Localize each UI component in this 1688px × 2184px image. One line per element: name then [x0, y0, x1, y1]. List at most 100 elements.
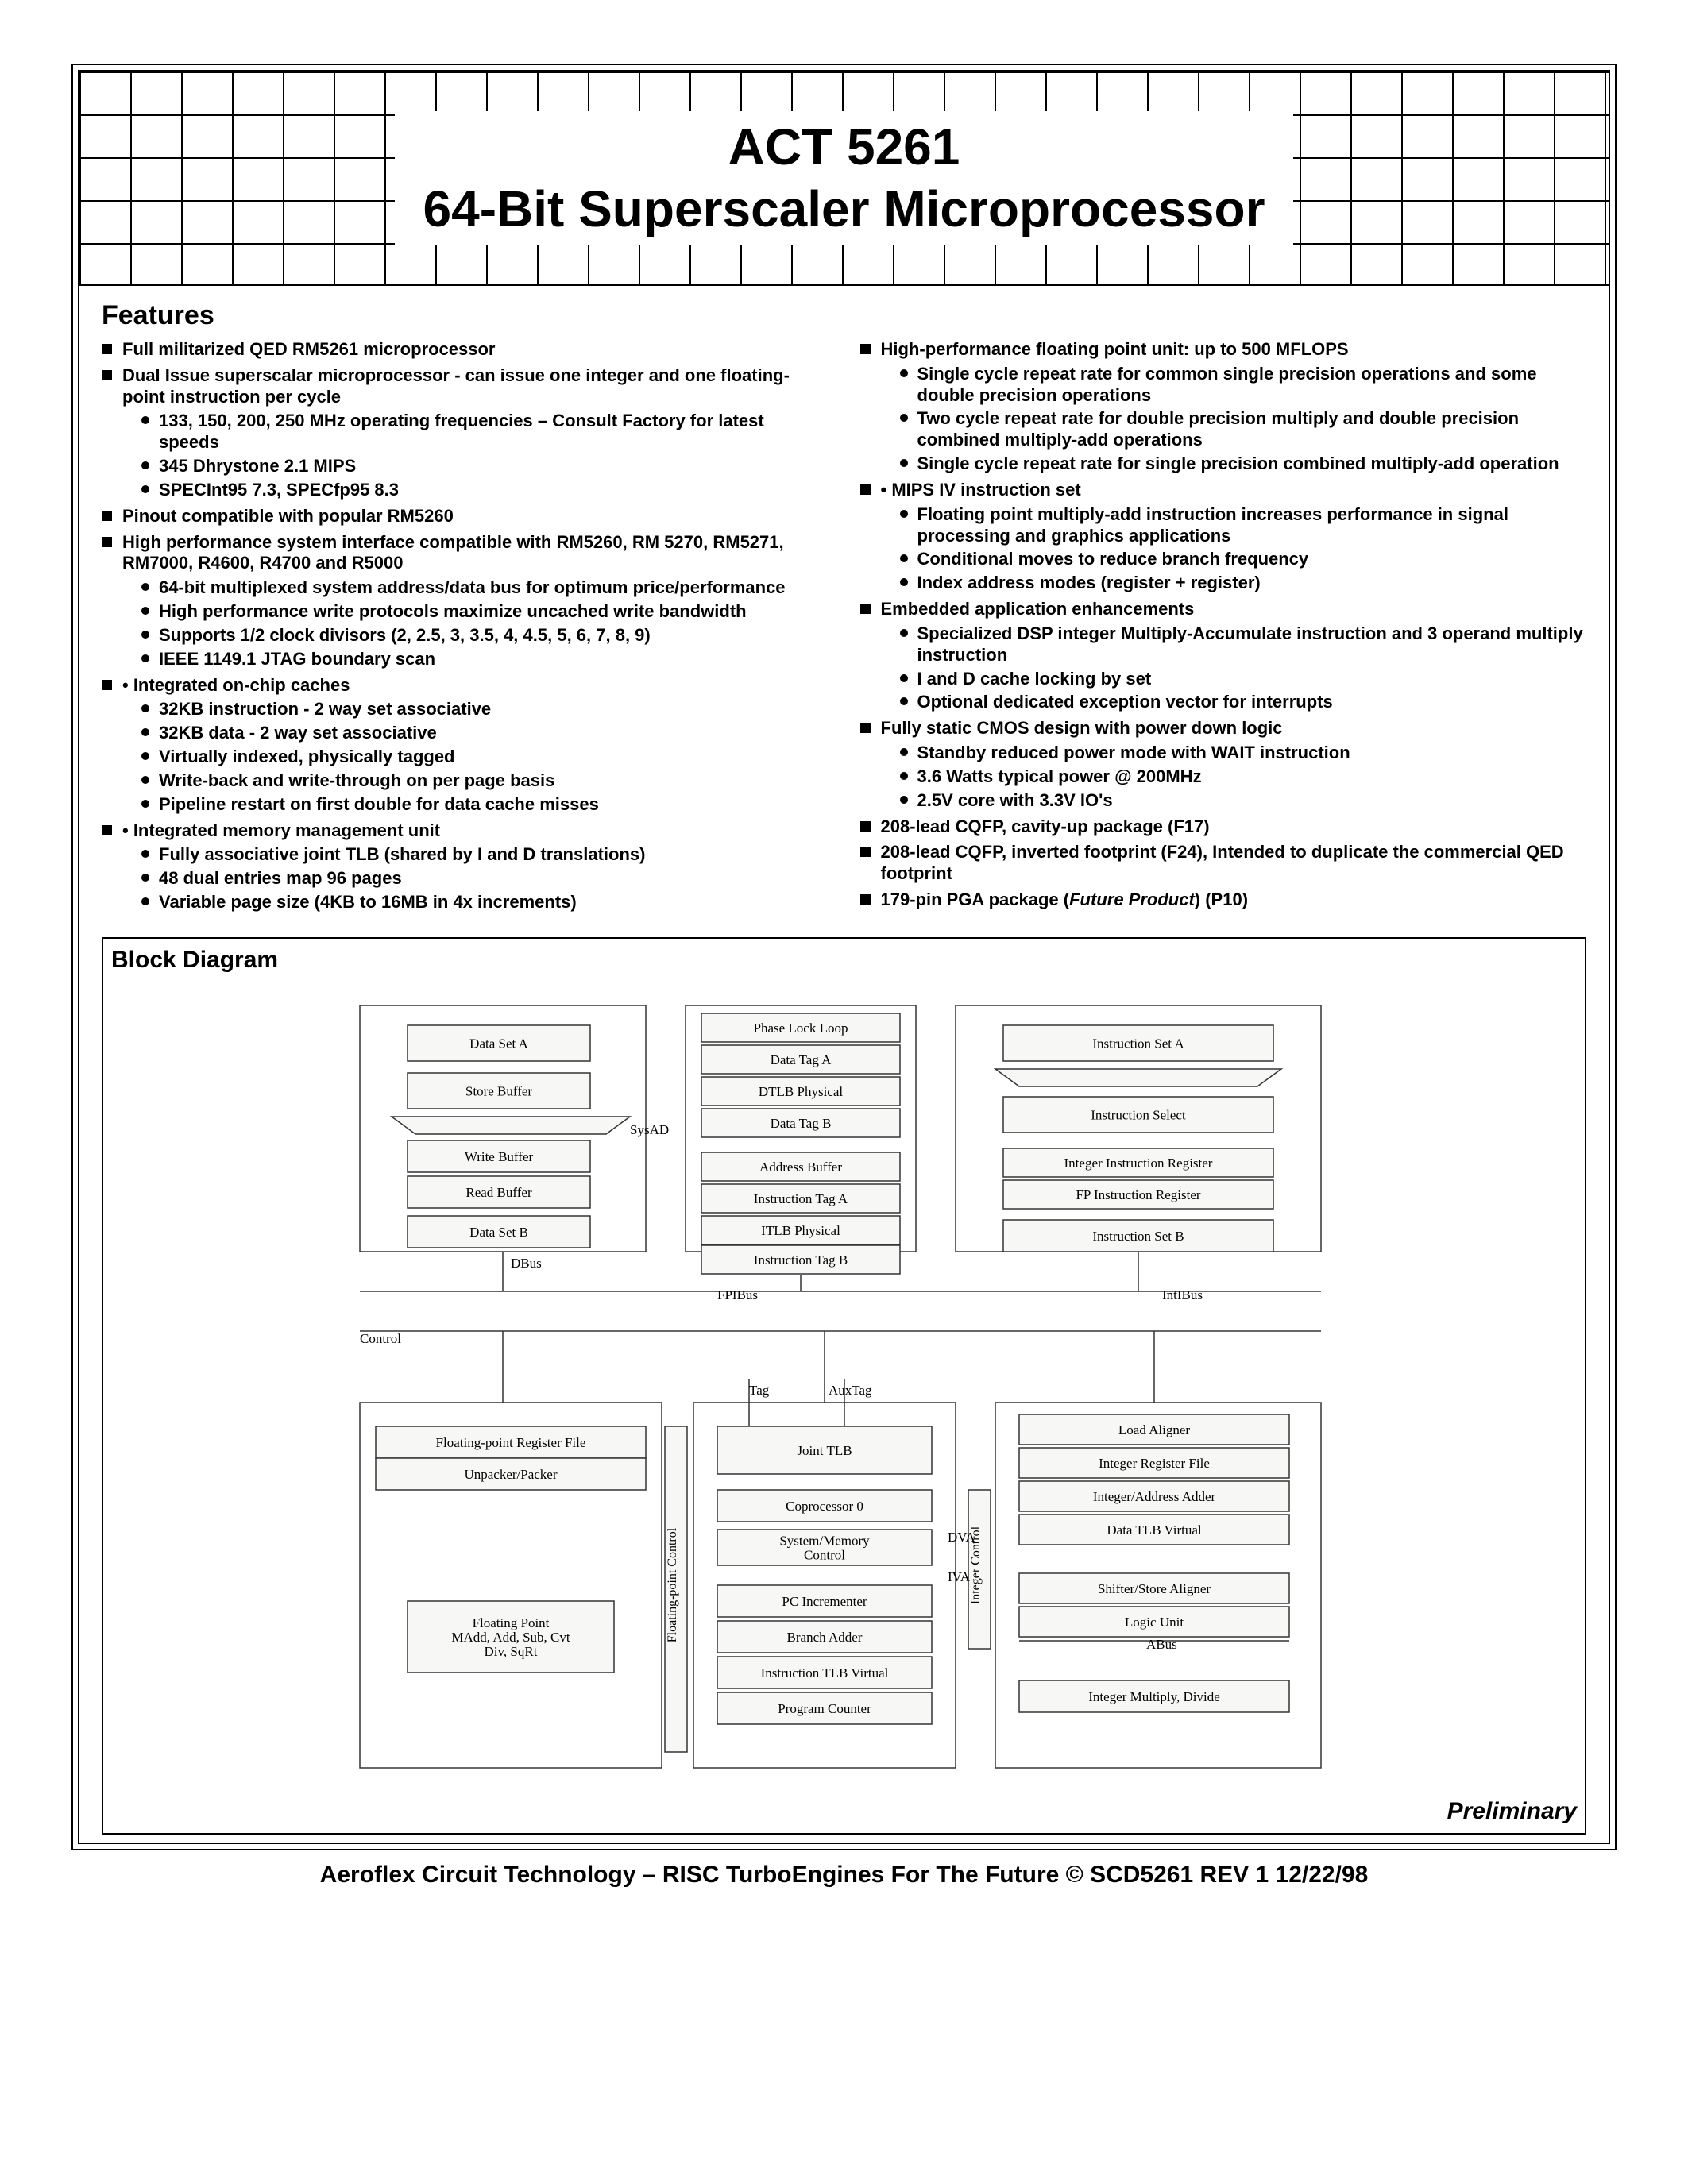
svg-text:AuxTag: AuxTag — [829, 1383, 872, 1398]
feature-subitem: 2.5V core with 3.3V IO's — [900, 790, 1587, 812]
feature-item: Dual Issue superscalar microprocessor - … — [102, 365, 829, 501]
svg-text:Instruction Set A: Instruction Set A — [1092, 1036, 1184, 1051]
features-column-left: Full militarized QED RM5261 microprocess… — [102, 339, 829, 918]
feature-subitem: 32KB instruction - 2 way set associative — [141, 699, 829, 720]
svg-text:Unpacker/Packer: Unpacker/Packer — [464, 1467, 557, 1482]
svg-text:Coprocessor 0: Coprocessor 0 — [786, 1499, 863, 1514]
feature-subitem: Standby reduced power mode with WAIT ins… — [900, 743, 1587, 764]
feature-item: Embedded application enhancementsSpecial… — [860, 599, 1587, 713]
feature-subitem: 32KB data - 2 way set associative — [141, 723, 829, 744]
svg-text:Write Buffer: Write Buffer — [464, 1149, 533, 1164]
feature-subitem: Single cycle repeat rate for common sing… — [900, 364, 1587, 407]
feature-subitem: Two cycle repeat rate for double precisi… — [900, 408, 1587, 451]
svg-text:Control: Control — [360, 1331, 401, 1346]
feature-subitem: Single cycle repeat rate for single prec… — [900, 453, 1587, 475]
svg-text:Instruction TLB Virtual: Instruction TLB Virtual — [760, 1665, 888, 1680]
feature-item: • Integrated on-chip caches32KB instruct… — [102, 675, 829, 816]
feature-subitem: Pipeline restart on first double for dat… — [141, 794, 829, 816]
feature-item: 208-lead CQFP, inverted footprint (F24),… — [860, 842, 1587, 885]
svg-text:Floating-point Control: Floating-point Control — [666, 1527, 679, 1642]
footer-text: eroflex Circuit Technology – RISC TurboE… — [337, 1862, 1368, 1888]
feature-subitem: Specialized DSP integer Multiply-Accumul… — [900, 623, 1587, 666]
feature-subitem: Index address modes (register + register… — [900, 573, 1587, 594]
feature-subitem: Optional dedicated exception vector for … — [900, 692, 1587, 713]
svg-text:SysAD: SysAD — [630, 1122, 669, 1137]
feature-subitem: Floating point multiply-add instruction … — [900, 504, 1587, 547]
svg-text:Div, SqRt: Div, SqRt — [484, 1644, 537, 1659]
svg-text:Data Set B: Data Set B — [469, 1225, 528, 1240]
block-diagram-frame: Block Diagram Data Set A Store Buffer Writ… — [102, 937, 1586, 1835]
feature-subitem: 133, 150, 200, 250 MHz operating frequen… — [141, 411, 829, 453]
feature-subitem: 345 Dhrystone 2.1 MIPS — [141, 456, 829, 477]
svg-text:Data Tag B: Data Tag B — [770, 1116, 831, 1131]
svg-text:Control: Control — [804, 1547, 845, 1562]
svg-text:Floating Point: Floating Point — [472, 1615, 549, 1630]
page-outer-border: ACT 5261 64-Bit Superscaler Microprocess… — [71, 64, 1617, 1850]
svg-text:Address Buffer: Address Buffer — [759, 1160, 841, 1175]
svg-text:Data Set A: Data Set A — [469, 1036, 528, 1051]
svg-text:ABus: ABus — [1146, 1637, 1177, 1652]
block-diagram-section: Block Diagram Data Set A Store Buffer Writ… — [79, 924, 1609, 1843]
title-line-1: ACT 5261 — [423, 118, 1265, 176]
svg-text:DTLB Physical: DTLB Physical — [758, 1084, 843, 1099]
svg-text:Data TLB Virtual: Data TLB Virtual — [1107, 1522, 1201, 1538]
svg-text:Store Buffer: Store Buffer — [465, 1083, 532, 1098]
svg-text:Integer Instruction Register: Integer Instruction Register — [1064, 1156, 1212, 1171]
feature-subitem: Supports 1/2 clock divisors (2, 2.5, 3, … — [141, 625, 829, 646]
svg-text:Load Aligner: Load Aligner — [1118, 1422, 1190, 1437]
feature-subitem: IEEE 1149.1 JTAG boundary scan — [141, 649, 829, 670]
features-section: Features Full militarized QED RM5261 mic… — [79, 286, 1609, 924]
block-diagram-svg: Data Set A Store Buffer Write Buffer Read B… — [288, 982, 1400, 1792]
svg-text:Integer/Address Adder: Integer/Address Adder — [1092, 1489, 1215, 1504]
feature-item: Pinout compatible with popular RM5260 — [102, 506, 829, 527]
svg-text:Floating-point Register File: Floating-point Register File — [435, 1435, 585, 1450]
svg-text:Joint TLB: Joint TLB — [797, 1443, 852, 1458]
feature-item: Fully static CMOS design with power down… — [860, 718, 1587, 811]
block-diagram-heading: Block Diagram — [111, 947, 1577, 974]
svg-text:DBus: DBus — [511, 1256, 542, 1271]
page-inner-border: ACT 5261 64-Bit Superscaler Microprocess… — [78, 70, 1610, 1844]
svg-text:ITLB Physical: ITLB Physical — [761, 1223, 840, 1238]
svg-text:Read Buffer: Read Buffer — [465, 1185, 532, 1200]
feature-subitem: Write-back and write-through on per page… — [141, 770, 829, 792]
preliminary-label: Preliminary — [111, 1798, 1577, 1825]
svg-text:System/Memory: System/Memory — [779, 1533, 870, 1548]
feature-subitem: 3.6 Watts typical power @ 200MHz — [900, 766, 1587, 788]
svg-text:Instruction Tag A: Instruction Tag A — [753, 1191, 848, 1206]
feature-subitem: Virtually indexed, physically tagged — [141, 747, 829, 768]
title-line-2: 64-Bit Superscaler Microprocessor — [423, 179, 1265, 238]
svg-text:Program Counter: Program Counter — [778, 1701, 871, 1716]
feature-item: • Integrated memory management unitFully… — [102, 820, 829, 913]
footer-line: Aeroflex Circuit Technology – RISC Turbo… — [71, 1862, 1617, 1889]
svg-text:Data Tag A: Data Tag A — [770, 1052, 832, 1067]
features-column-right: High-performance floating point unit: up… — [860, 339, 1587, 918]
feature-subitem: Fully associative joint TLB (shared by I… — [141, 844, 829, 866]
feature-subitem: High performance write protocols maximiz… — [141, 601, 829, 623]
feature-item: 208-lead CQFP, cavity-up package (F17) — [860, 816, 1587, 838]
aeroflex-logo-icon: A — [320, 1862, 338, 1889]
feature-item: Full militarized QED RM5261 microprocess… — [102, 339, 829, 361]
svg-text:Integer Multiply, Divide: Integer Multiply, Divide — [1088, 1689, 1220, 1704]
svg-text:MAdd, Add, Sub, Cvt: MAdd, Add, Sub, Cvt — [451, 1630, 570, 1645]
svg-text:Logic Unit: Logic Unit — [1124, 1615, 1183, 1630]
svg-text:Instruction Tag B: Instruction Tag B — [753, 1252, 847, 1268]
svg-text:Phase Lock Loop: Phase Lock Loop — [753, 1021, 848, 1036]
title-banner: ACT 5261 64-Bit Superscaler Microprocess… — [79, 71, 1609, 286]
svg-text:Branch Adder: Branch Adder — [786, 1630, 862, 1645]
feature-subitem: 48 dual entries map 96 pages — [141, 868, 829, 889]
feature-subitem: Conditional moves to reduce branch frequ… — [900, 549, 1587, 570]
svg-text:IVA: IVA — [948, 1569, 971, 1584]
feature-subitem: SPECInt95 7.3, SPECfp95 8.3 — [141, 480, 829, 501]
feature-subitem: Variable page size (4KB to 16MB in 4x in… — [141, 892, 829, 913]
svg-text:DVA: DVA — [948, 1530, 975, 1545]
svg-text:Instruction Select: Instruction Select — [1091, 1107, 1186, 1122]
feature-item: • MIPS IV instruction setFloating point … — [860, 480, 1587, 594]
svg-text:FPIBus: FPIBus — [717, 1287, 758, 1302]
svg-text:Instruction Set B: Instruction Set B — [1092, 1229, 1184, 1244]
svg-text:Shifter/Store Aligner: Shifter/Store Aligner — [1097, 1581, 1210, 1596]
svg-text:Tag: Tag — [749, 1383, 770, 1398]
svg-text:PC Incrementer: PC Incrementer — [782, 1594, 867, 1609]
feature-item: High-performance floating point unit: up… — [860, 339, 1587, 475]
feature-item: High performance system interface compat… — [102, 532, 829, 670]
svg-text:Integer Register File: Integer Register File — [1099, 1456, 1210, 1471]
